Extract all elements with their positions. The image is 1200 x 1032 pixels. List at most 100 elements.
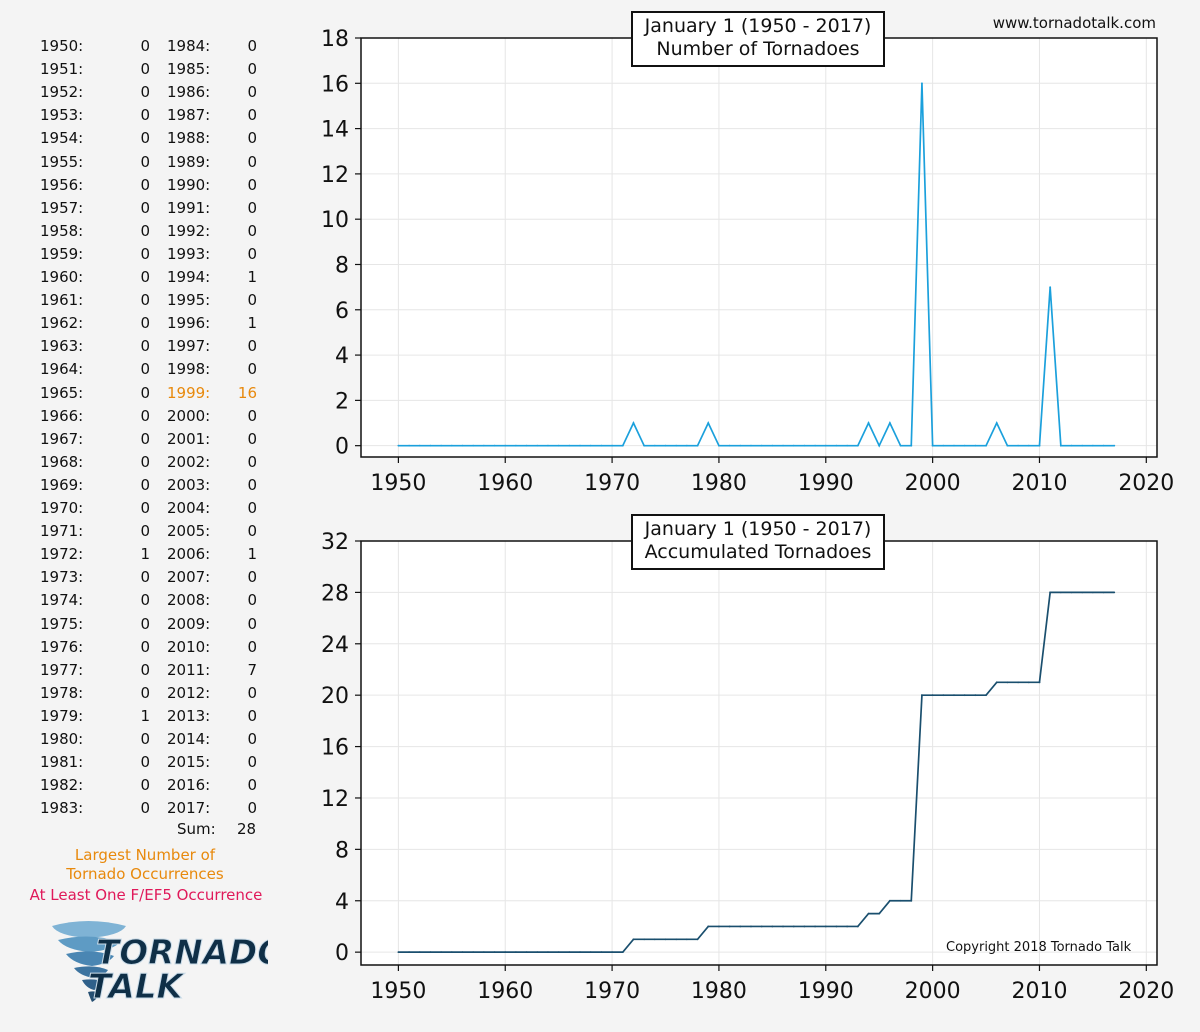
year-count: 0 — [140, 683, 150, 702]
chart2-data-point — [760, 925, 763, 928]
year-label: 1981: — [40, 753, 84, 772]
chart1-y-tick-label: 2 — [335, 389, 349, 414]
chart2-data-point — [1113, 591, 1116, 594]
chart1-data-point — [515, 444, 517, 447]
chart2-data-point — [953, 694, 955, 697]
year-count: 1 — [247, 545, 257, 564]
year-label: 2009: — [167, 614, 211, 633]
chart1-data-point — [910, 444, 913, 447]
year-count: 1 — [247, 314, 257, 333]
year-count: 0 — [140, 406, 150, 425]
chart2-plot-area — [361, 541, 1157, 965]
chart2-data-point — [1027, 681, 1030, 684]
year-count: 0 — [247, 799, 257, 818]
year-count: 0 — [247, 83, 257, 102]
year-label: 1998: — [167, 360, 211, 379]
year-label: 2006: — [167, 545, 211, 564]
chart2-y-tick-label: 32 — [321, 530, 349, 555]
year-label: 1988: — [167, 129, 211, 148]
chart1-subtitle: Number of Tornadoes — [656, 38, 859, 60]
year-count: 0 — [140, 60, 150, 79]
year-count: 0 — [247, 522, 257, 541]
year-count: 0 — [247, 60, 257, 79]
chart2-data-point — [685, 938, 688, 941]
year-label: 1989: — [167, 152, 211, 171]
chart2-data-point — [589, 951, 592, 954]
chart1-y-tick-label: 4 — [335, 344, 349, 369]
chart2-data-point — [888, 899, 891, 902]
chart1-data-point — [600, 444, 603, 447]
year-label: 1962: — [40, 314, 84, 333]
chart2-data-point — [803, 925, 806, 928]
year-count: 0 — [140, 360, 150, 379]
chart1-series-line — [398, 83, 1115, 448]
year-label: 1984: — [167, 37, 211, 55]
chart1-data-point — [397, 444, 400, 447]
year-label: 2005: — [167, 522, 211, 541]
year-count: 0 — [247, 475, 257, 494]
chart1-data-point — [963, 444, 966, 447]
chart2-data-point — [1006, 681, 1009, 684]
chart1-data-point — [899, 444, 902, 447]
year-count: 1 — [140, 706, 150, 725]
chart2-data-point — [600, 951, 603, 954]
year-label: 1979: — [40, 706, 84, 725]
year-label: 2012: — [167, 683, 211, 702]
year-count: 0 — [247, 221, 257, 240]
chart1-data-point — [1017, 444, 1020, 447]
year-label: 1972: — [40, 545, 84, 564]
chart2-data-point — [750, 925, 752, 928]
chart1-data-point — [974, 444, 977, 447]
year-count: 0 — [247, 152, 257, 171]
chart2-data-point — [995, 681, 998, 684]
chart1-y-tick-label: 10 — [321, 208, 349, 233]
chart1-x-tick-label: 2010 — [1011, 471, 1067, 496]
year-label: 2010: — [167, 637, 211, 656]
year-count: 0 — [140, 106, 150, 125]
chart1-data-point — [547, 444, 549, 447]
year-count: 0 — [247, 291, 257, 310]
chart1-data-point — [418, 444, 421, 447]
chart2-data-point — [771, 925, 774, 928]
chart1-data-point — [450, 444, 453, 447]
chart2-y-tick-label: 20 — [321, 684, 349, 709]
year-count: 0 — [247, 637, 257, 656]
chart1-data-point — [557, 444, 560, 447]
year-label: 1991: — [167, 198, 211, 217]
year-count: 0 — [140, 129, 150, 148]
year-label: 1967: — [40, 429, 84, 448]
chart2-data-point — [782, 925, 784, 928]
chart2-data-point — [728, 925, 731, 928]
chart1-x-tick-label: 1960 — [477, 471, 533, 496]
chart2-y-tick-label: 8 — [335, 838, 349, 863]
chart2-data-point — [611, 951, 613, 954]
year-label: 1958: — [40, 221, 84, 240]
chart2-x-tick-label: 1990 — [798, 979, 854, 1004]
legend-largest-line1: Largest Number of — [74, 846, 216, 864]
chart1-data-point — [696, 444, 699, 447]
year-label: 1990: — [167, 175, 211, 194]
chart1-data-point — [1091, 444, 1094, 447]
year-count: 0 — [247, 429, 257, 448]
chart1-data-point — [856, 444, 859, 447]
chart1-data-point — [632, 422, 635, 424]
year-label: 2008: — [167, 591, 211, 610]
chart1-data-point — [536, 444, 539, 447]
year-count: 1 — [247, 268, 257, 286]
year-count: 0 — [140, 776, 150, 795]
year-label: 1971: — [40, 522, 84, 541]
year-label: 1964: — [40, 360, 84, 379]
site-url: www.tornadotalk.com — [992, 14, 1156, 32]
chart1-data-point — [664, 444, 667, 447]
chart2-data-point — [579, 951, 581, 954]
chart2-x-tick-label: 2000 — [905, 979, 961, 1004]
year-label: 1970: — [40, 499, 84, 517]
year-label: 2001: — [167, 429, 211, 448]
chart1-data-point — [589, 444, 592, 447]
chart1-data-point — [942, 444, 945, 447]
year-label: 2013: — [167, 706, 211, 725]
year-count: 0 — [247, 568, 257, 587]
year-label: 2015: — [167, 753, 211, 772]
year-label: 2014: — [167, 730, 211, 748]
